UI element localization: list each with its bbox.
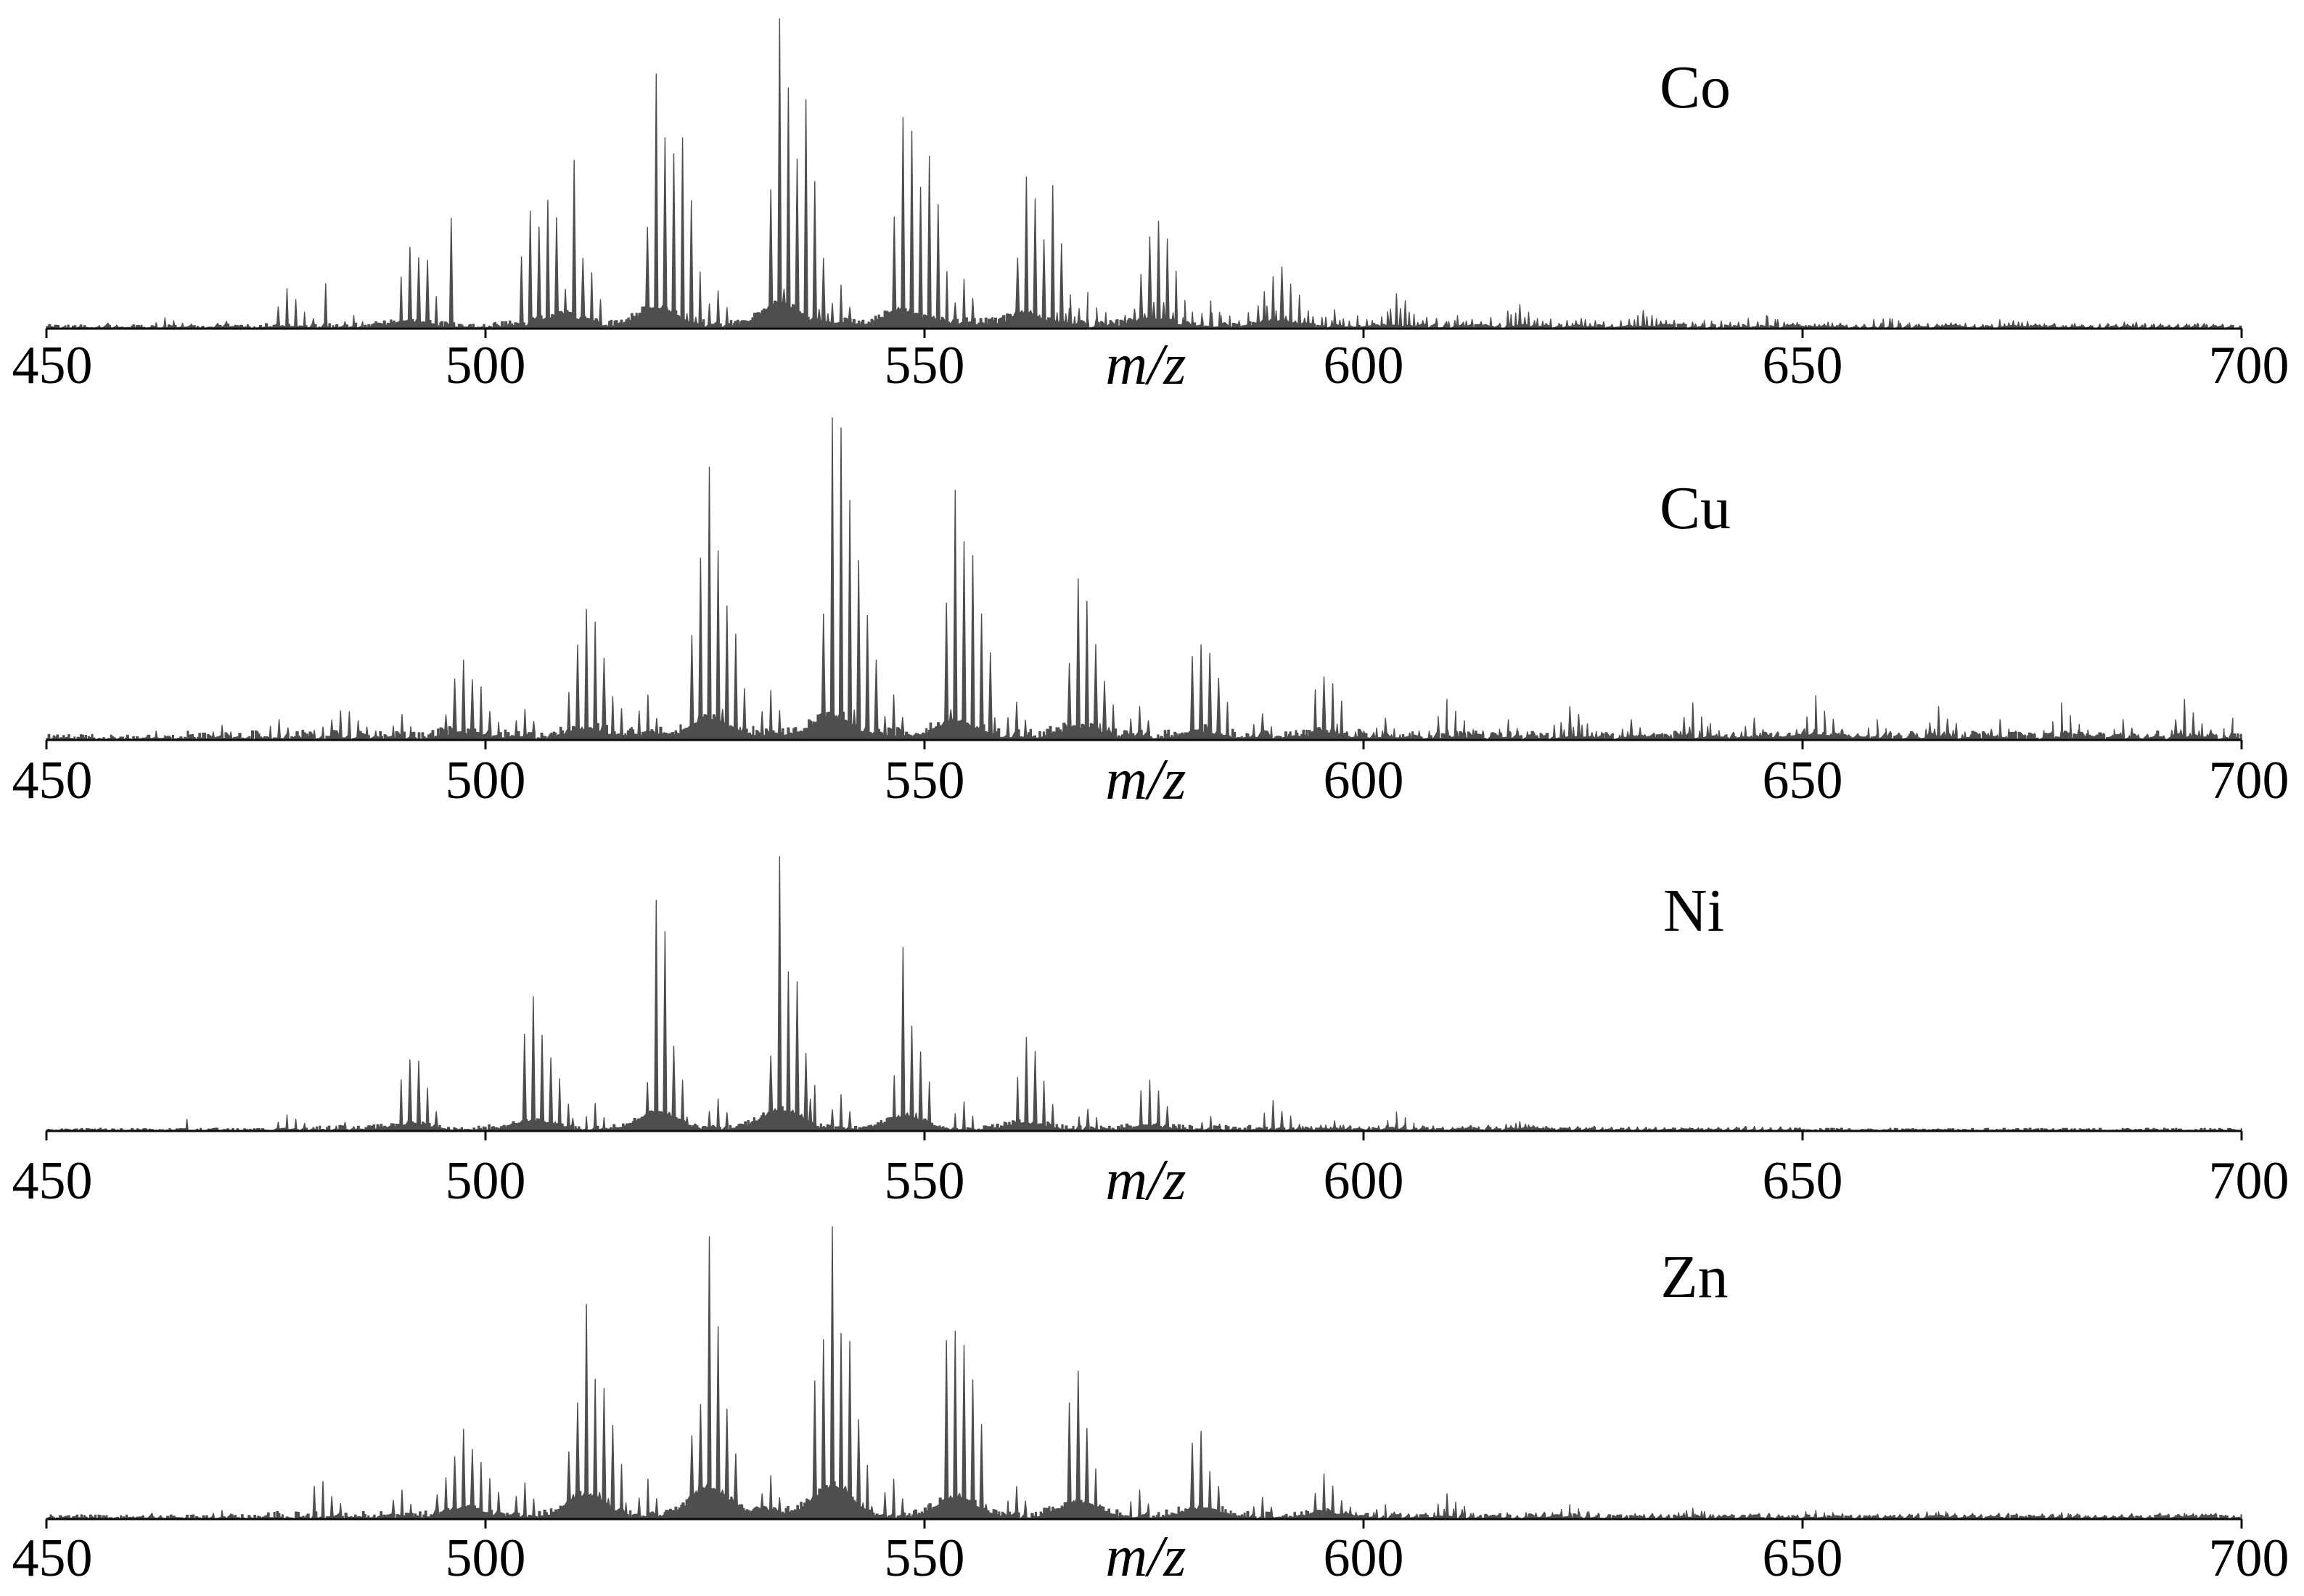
svg-text:450: 450 xyxy=(12,1529,93,1588)
svg-text:450: 450 xyxy=(12,1151,93,1211)
svg-text:550: 550 xyxy=(885,336,965,395)
svg-text:450: 450 xyxy=(12,336,93,395)
svg-text:500: 500 xyxy=(446,751,526,810)
svg-text:700: 700 xyxy=(2209,336,2289,395)
svg-text:550: 550 xyxy=(885,751,965,810)
svg-text:650: 650 xyxy=(1763,751,1843,810)
svg-text:650: 650 xyxy=(1763,1151,1843,1211)
svg-text:m/z: m/z xyxy=(1105,1148,1186,1212)
svg-text:Zn: Zn xyxy=(1660,1243,1728,1311)
svg-text:600: 600 xyxy=(1324,336,1404,395)
svg-text:700: 700 xyxy=(2209,1151,2289,1211)
svg-text:600: 600 xyxy=(1324,1529,1404,1588)
svg-text:550: 550 xyxy=(885,1529,965,1588)
svg-text:500: 500 xyxy=(446,336,526,395)
svg-text:700: 700 xyxy=(2209,1529,2289,1588)
svg-text:Ni: Ni xyxy=(1663,877,1724,945)
svg-text:Co: Co xyxy=(1660,54,1731,121)
svg-text:650: 650 xyxy=(1763,336,1843,395)
svg-text:m/z: m/z xyxy=(1105,333,1186,397)
svg-text:m/z: m/z xyxy=(1105,748,1186,812)
svg-text:450: 450 xyxy=(12,751,93,810)
svg-text:m/z: m/z xyxy=(1105,1525,1186,1589)
svg-text:650: 650 xyxy=(1763,1529,1843,1588)
svg-text:700: 700 xyxy=(2209,751,2289,810)
svg-text:500: 500 xyxy=(446,1151,526,1211)
svg-text:550: 550 xyxy=(885,1151,965,1211)
svg-text:600: 600 xyxy=(1324,751,1404,810)
svg-text:600: 600 xyxy=(1324,1151,1404,1211)
svg-text:Cu: Cu xyxy=(1660,474,1731,542)
svg-text:500: 500 xyxy=(446,1529,526,1588)
